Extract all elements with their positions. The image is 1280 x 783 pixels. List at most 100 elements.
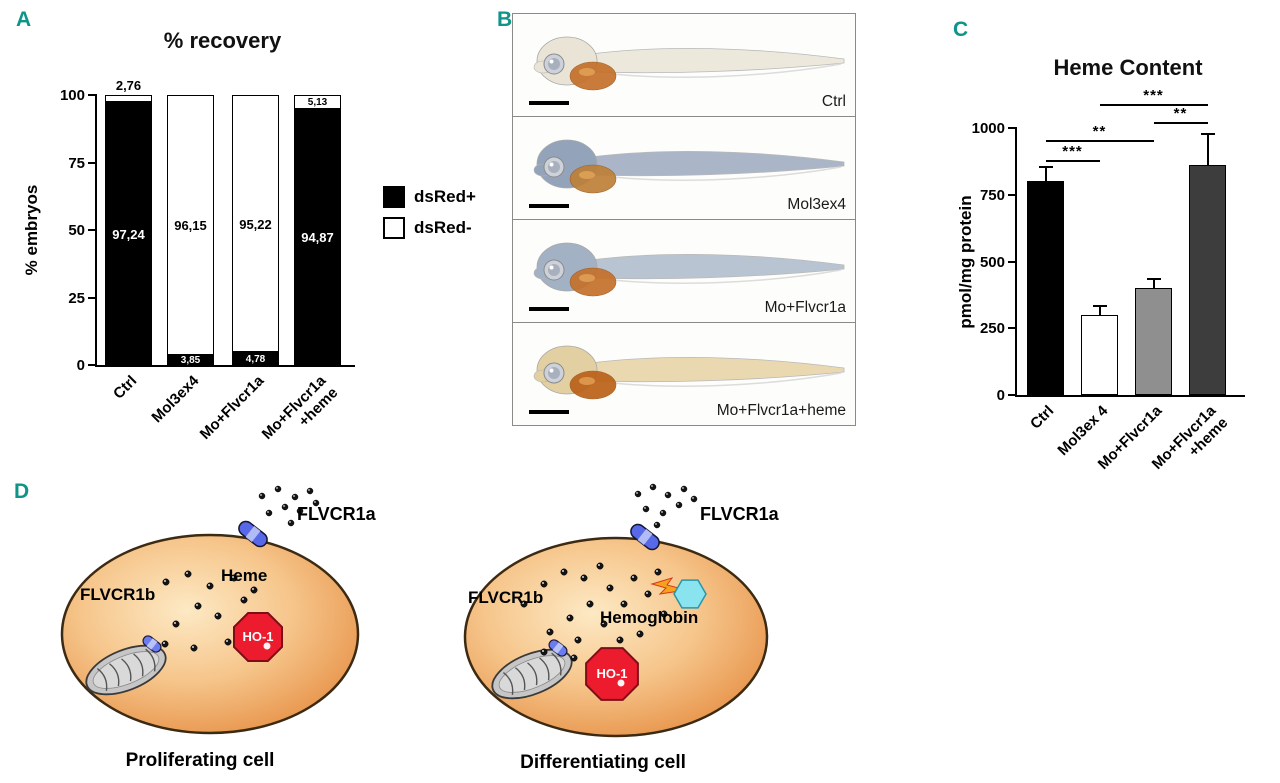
exported-heme-dot <box>281 503 289 511</box>
heme-dot-glint <box>293 495 295 497</box>
heme-dot <box>250 586 258 594</box>
heme-dot <box>224 638 232 646</box>
legend-item: dsRed- <box>383 217 476 239</box>
heme-dot-glint <box>655 523 657 525</box>
legend-swatch <box>383 217 405 239</box>
heme-dot-glint <box>646 592 648 594</box>
heme-dot <box>644 590 652 598</box>
embryo-body <box>590 151 845 177</box>
embryo-fin <box>612 269 842 284</box>
panel-a-plot: 0 25 50 75 100 97,24 2,76 3,85 96,15 4,78 95,22 94,… <box>60 78 355 443</box>
zebrafish-embryo-illustration <box>533 36 845 91</box>
heme-dot <box>566 614 574 622</box>
heme-dot-glint <box>242 598 244 600</box>
embryo-eye-inner <box>548 161 560 173</box>
y-tick-label: 75 <box>68 154 85 172</box>
embryo-eye-inner <box>548 367 560 379</box>
heme-dot-glint <box>677 503 679 505</box>
panel-a-title: % recovery <box>163 28 282 53</box>
y-tick-label: 25 <box>68 289 85 307</box>
bar-segment-label: 96,15 <box>174 217 207 233</box>
embryo-label: Mo+Flvcr1a <box>764 299 846 316</box>
y-tick-mark <box>88 229 97 231</box>
heme-dot-glint <box>638 632 640 634</box>
heme-dot <box>540 580 548 588</box>
bar-segment <box>232 352 279 365</box>
heme-dot-glint <box>216 614 218 616</box>
heme-dot <box>606 584 614 592</box>
heme-dot-glint <box>164 580 166 582</box>
embryo-eye-inner <box>548 264 560 276</box>
panel-b-letter: B <box>497 8 513 31</box>
panel-c-title: Heme Content <box>1053 55 1203 80</box>
error-bar-cap <box>1092 304 1107 307</box>
bar <box>1135 288 1172 395</box>
heme-dot-glint <box>666 493 668 495</box>
heme-dot-glint <box>267 511 269 513</box>
heme-dot <box>560 568 568 576</box>
flvcr1a-label-right: FLVCR1a <box>700 504 779 524</box>
scale-bar <box>529 410 569 414</box>
significance-stars: ** <box>1092 123 1107 140</box>
heme-dot-glint <box>186 572 188 574</box>
embryo-label: Mol3ex4 <box>787 196 846 213</box>
y-tick-label: 50 <box>68 222 85 239</box>
heme-dot <box>586 600 594 608</box>
bar-segment <box>105 102 152 365</box>
exported-heme-dot <box>274 485 282 493</box>
cell-membrane <box>463 536 769 738</box>
heme-dot-glint <box>260 494 262 496</box>
y-tick-mark <box>1008 193 1017 196</box>
heme-dot-glint <box>298 509 300 511</box>
significance-line <box>1099 104 1208 107</box>
error-bar-line <box>1044 168 1047 182</box>
heme-dot-glint <box>522 602 524 604</box>
heme-dot <box>620 600 628 608</box>
y-tick-label: 750 <box>979 186 1005 204</box>
heme-dot-glint <box>608 586 610 588</box>
bar-segment-label: 5,13 <box>307 97 328 109</box>
heme-label: Heme <box>221 566 268 585</box>
flvcr1b-label-right: FLVCR1b <box>468 588 544 607</box>
y-tick-mark <box>1008 260 1017 263</box>
embryo-label: Ctrl <box>821 93 846 110</box>
flvcr1a-transporter-icon <box>630 523 660 551</box>
embryo-yolk-highlight <box>579 171 595 179</box>
heme-dot-glint <box>656 570 658 572</box>
exported-heme-dot <box>287 519 295 527</box>
embryo-eye-inner <box>548 58 560 70</box>
embryo-fin <box>612 63 842 78</box>
bar-segment-label: 97,24 <box>112 226 145 242</box>
heme-dot-glint <box>662 612 664 614</box>
bar-segment-label: 4,78 <box>245 353 266 365</box>
heme-dot-glint <box>651 485 653 487</box>
cell-membrane <box>60 533 360 735</box>
scale-bar <box>529 204 569 208</box>
scale-bar <box>529 101 569 105</box>
heme-dot-glint <box>598 564 600 566</box>
heme-dot <box>574 636 582 644</box>
panel-d-letter: D <box>14 480 30 503</box>
exported-heme-dot <box>634 490 642 498</box>
embryo-image-row: Ctrl <box>512 13 856 117</box>
heme-dot-glint <box>196 604 198 606</box>
caption-proliferating-cell: Proliferating cell <box>125 750 275 771</box>
bar-segment-label: 95,22 <box>239 216 272 232</box>
heme-dot <box>630 574 638 582</box>
embryo-eye-glint <box>549 162 554 167</box>
heme-dot <box>596 562 604 570</box>
exported-heme-dot <box>291 493 299 501</box>
heme-dot <box>194 602 202 610</box>
heme-dot <box>580 574 588 582</box>
exported-heme-dot <box>642 505 650 513</box>
heme-dot-glint <box>308 489 310 491</box>
heme-dot <box>162 578 170 586</box>
bar-segment <box>105 95 152 103</box>
heme-dot-glint <box>276 487 278 489</box>
flvcr1a-transporter-icon <box>238 520 268 548</box>
y-tick-mark <box>88 364 97 366</box>
heme-dot-glint <box>632 576 634 578</box>
y-tick-mark <box>88 94 97 96</box>
legend-item-label: dsRed+ <box>414 187 476 206</box>
mitochondrion-cristae <box>121 658 132 682</box>
